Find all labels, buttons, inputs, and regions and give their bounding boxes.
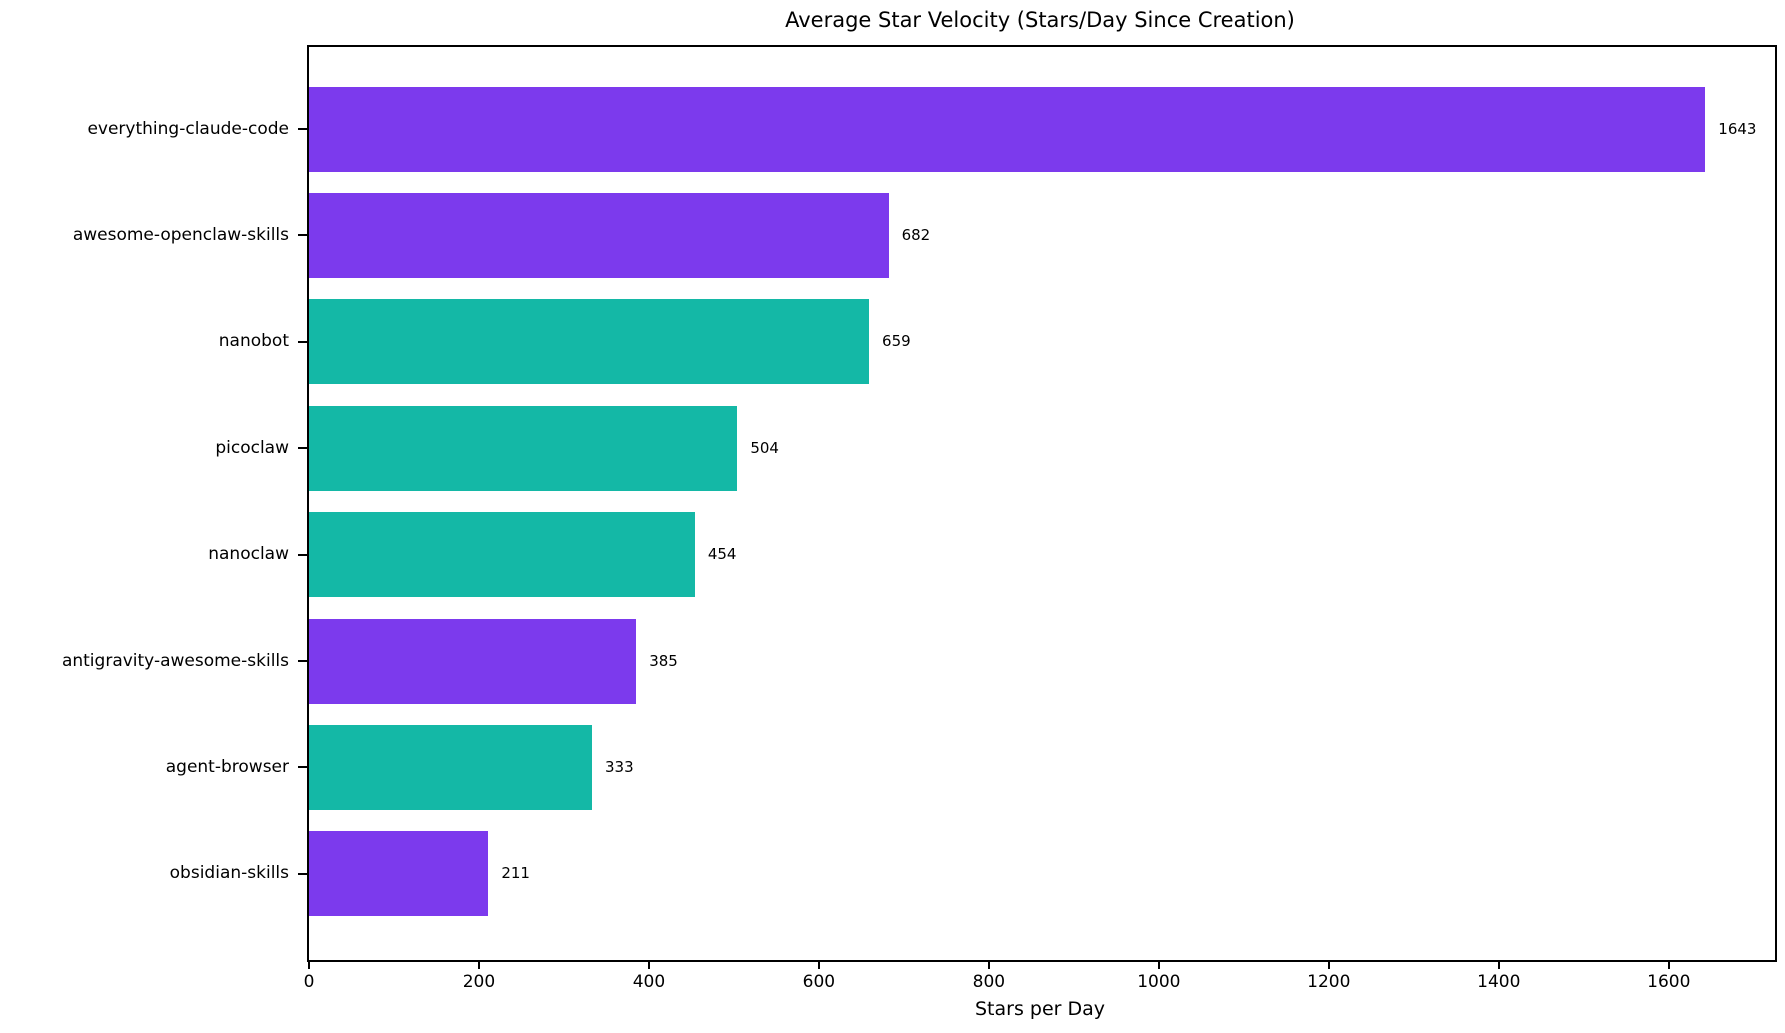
x-tick bbox=[1497, 960, 1500, 969]
value-label: 211 bbox=[501, 864, 530, 883]
x-tick-label: 400 bbox=[632, 972, 666, 992]
bar bbox=[309, 192, 889, 278]
x-tick-label: 1200 bbox=[1307, 972, 1351, 992]
x-tick bbox=[647, 960, 650, 969]
value-label: 682 bbox=[901, 225, 931, 244]
category-label: picoclaw bbox=[215, 437, 289, 458]
x-tick-label: 600 bbox=[802, 972, 836, 992]
category-label: antigravity-awesome-skills bbox=[61, 650, 289, 671]
bar bbox=[309, 512, 695, 598]
x-tick bbox=[1157, 960, 1160, 969]
y-tick bbox=[298, 872, 307, 875]
y-tick bbox=[298, 340, 307, 343]
plot-area bbox=[307, 45, 1777, 962]
value-label: 659 bbox=[882, 332, 911, 351]
x-tick bbox=[987, 960, 990, 969]
x-tick bbox=[1667, 960, 1670, 969]
x-tick-label: 1400 bbox=[1477, 972, 1521, 992]
y-tick bbox=[298, 553, 307, 556]
bar bbox=[309, 831, 489, 917]
category-label: everything-claude-code bbox=[87, 118, 289, 139]
category-label: nanobot bbox=[218, 331, 289, 352]
bar bbox=[309, 405, 738, 491]
chart-title: Average Star Velocity (Stars/Day Since C… bbox=[785, 8, 1295, 32]
y-tick bbox=[298, 660, 307, 662]
category-label: obsidian-skills bbox=[169, 863, 289, 884]
category-label: agent-browser bbox=[165, 756, 289, 777]
value-label: 504 bbox=[750, 438, 779, 457]
bar bbox=[309, 724, 592, 810]
x-tick-label: 800 bbox=[972, 972, 1006, 992]
x-tick-label: 1000 bbox=[1137, 972, 1181, 992]
y-tick bbox=[298, 128, 307, 130]
x-axis-label: Stars per Day bbox=[974, 998, 1106, 1020]
x-tick-label: 1600 bbox=[1647, 972, 1691, 992]
value-label: 454 bbox=[707, 545, 737, 564]
bar bbox=[309, 618, 637, 704]
value-label: 385 bbox=[649, 651, 678, 670]
y-tick bbox=[298, 234, 307, 237]
x-tick-label: 0 bbox=[303, 972, 315, 992]
y-tick bbox=[298, 766, 307, 769]
category-label: nanoclaw bbox=[208, 544, 289, 565]
x-tick-label: 200 bbox=[462, 972, 496, 992]
value-label: 333 bbox=[605, 757, 634, 776]
x-tick bbox=[477, 960, 480, 969]
x-tick bbox=[308, 960, 310, 969]
x-tick bbox=[817, 960, 820, 969]
y-tick bbox=[298, 447, 307, 450]
x-tick bbox=[1327, 960, 1330, 969]
bar bbox=[309, 86, 1706, 172]
bar bbox=[309, 299, 870, 385]
value-label: 1643 bbox=[1718, 119, 1757, 138]
category-label: awesome-openclaw-skills bbox=[72, 224, 289, 245]
